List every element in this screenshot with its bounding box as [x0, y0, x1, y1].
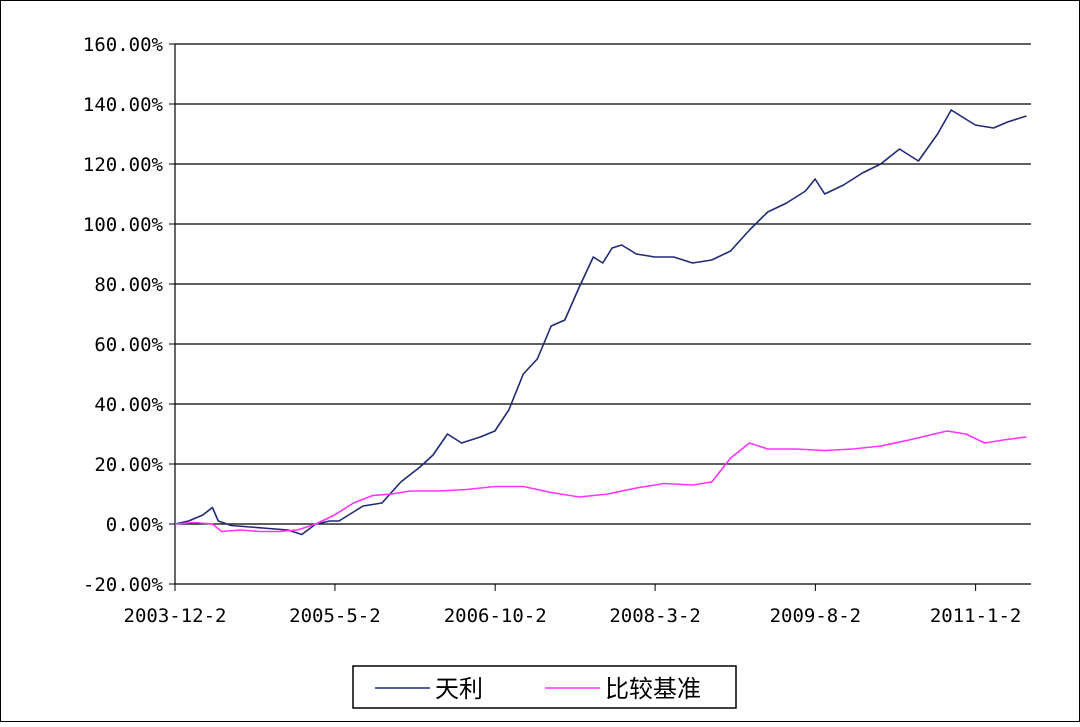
- y-tick-labels: -20.00% 0.00% 20.00% 40.00% 60.00% 80.00% 100.…: [83, 34, 164, 596]
- y-tick-label: 40.00%: [94, 394, 163, 416]
- y-tick-label: 120.00%: [83, 154, 164, 176]
- x-tick-label: 2009-8-2: [770, 605, 862, 627]
- series-line-benchmark: [174, 430, 1027, 533]
- x-tick-labels: 2003-12-2 2005-5-2 2006-10-2 2008-3-2 2009-8…: [124, 605, 1022, 627]
- y-tick-label: 60.00%: [94, 334, 163, 356]
- y-tick-label: 100.00%: [83, 214, 164, 236]
- y-tick-label: 0.00%: [106, 514, 164, 536]
- x-tick-label: 2005-5-2: [289, 605, 381, 627]
- legend-label-tianli: 天利: [435, 675, 483, 703]
- y-tick-label: -20.00%: [83, 574, 164, 596]
- x-tick-label: 2003-12-2: [124, 605, 227, 627]
- y-tick-label: 160.00%: [83, 34, 164, 56]
- legend: 天利 比较基准: [352, 665, 737, 709]
- legend-label-benchmark: 比较基准: [605, 675, 701, 703]
- y-tick-label: 140.00%: [83, 94, 164, 116]
- x-tick-label: 2008-3-2: [609, 605, 701, 627]
- legend-box: [352, 665, 737, 709]
- y-tick-label: 20.00%: [94, 454, 163, 476]
- axes: [169, 43, 1031, 591]
- x-tick-label: 2006-10-2: [444, 605, 547, 627]
- series-line-tianli: [174, 109, 1027, 536]
- y-tick-label: 80.00%: [94, 274, 163, 296]
- x-tick-label: 2011-1-2: [930, 605, 1022, 627]
- series-lines: [174, 109, 1027, 536]
